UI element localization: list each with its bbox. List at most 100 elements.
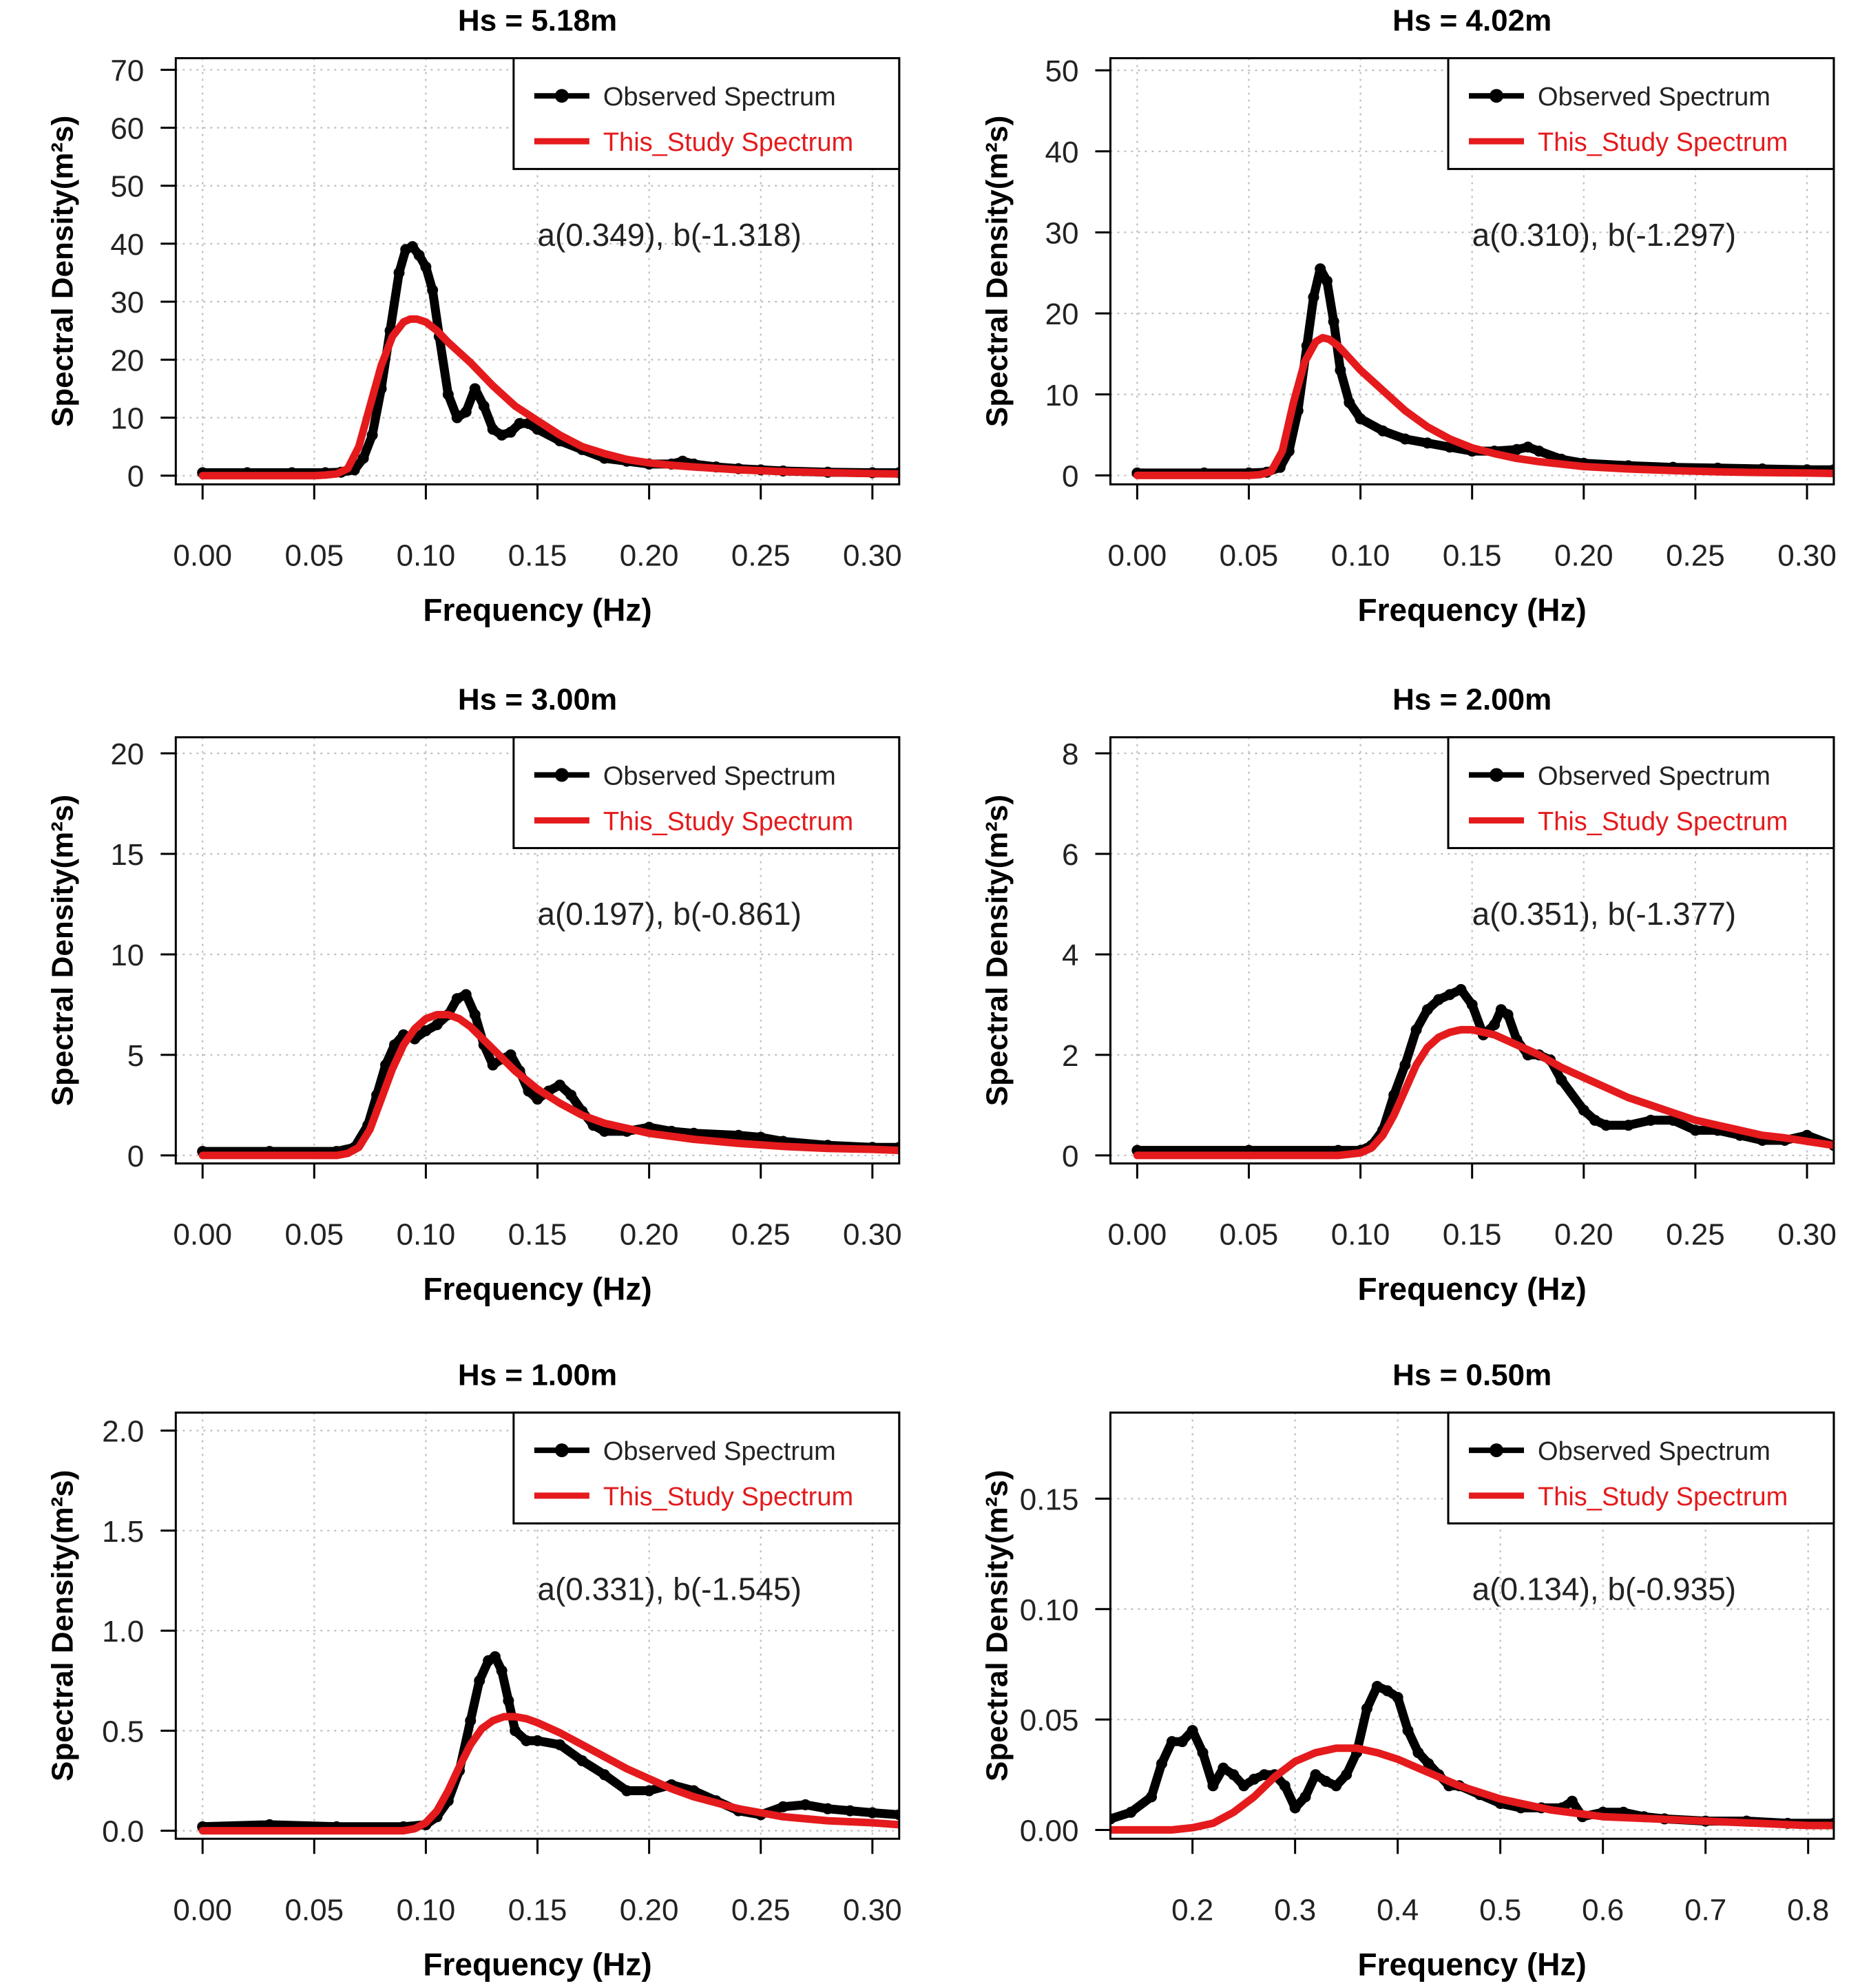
chart-title: Hs = 3.00m: [458, 683, 617, 717]
x-tick-label: 0.30: [843, 538, 902, 572]
observed-spectrum-point: [460, 989, 472, 1001]
observed-spectrum-point: [1187, 1725, 1198, 1737]
observed-spectrum-line: [1110, 1682, 1834, 1828]
y-tick-label: 10: [110, 939, 144, 972]
x-tick-label: 0.00: [173, 538, 232, 572]
x-tick-label: 0.10: [1331, 1218, 1390, 1252]
legend-study-label: This_Study Spectrum: [1538, 807, 1788, 836]
chart-title: Hs = 1.00m: [458, 1358, 617, 1392]
observed-spectrum-line: [198, 1652, 899, 1832]
observed-spectrum-point: [1502, 1009, 1514, 1021]
plot-area: [1110, 1681, 1834, 1834]
x-tick-label: 0.2: [1171, 1893, 1213, 1927]
y-tick-label: 0: [1062, 1140, 1078, 1173]
y-tick-label: 40: [1045, 136, 1078, 169]
x-axis-label: Frequency (Hz): [423, 592, 651, 627]
y-tick-label: 1.5: [102, 1515, 144, 1549]
observed-spectrum-point: [1197, 1747, 1209, 1759]
y-tick-label: 0: [127, 460, 144, 494]
legend-observed-marker: [554, 768, 569, 782]
observed-spectrum-point: [1622, 1120, 1634, 1131]
y-tick-label: 15: [110, 838, 144, 872]
legend: Observed Spectrum This_Study Spectrum: [1447, 736, 1835, 850]
x-axis-label: Frequency (Hz): [423, 1271, 651, 1307]
legend: Observed Spectrum This_Study Spectrum: [512, 1411, 901, 1525]
fit-parameters-annotation: a(0.134), b(-0.935): [1472, 1571, 1737, 1607]
legend-observed-label: Observed Spectrum: [1538, 1437, 1770, 1466]
observed-spectrum-point: [487, 423, 499, 435]
observed-spectrum-point: [413, 249, 425, 261]
observed-spectrum-point: [1689, 1124, 1701, 1136]
observed-spectrum-point: [380, 1059, 392, 1071]
observed-spectrum-point: [420, 1025, 432, 1036]
plot-area: [197, 1651, 899, 1835]
x-axis-label: Frequency (Hz): [1358, 1946, 1587, 1982]
observed-spectrum-point: [451, 412, 463, 423]
x-tick-label: 0.00: [173, 1893, 232, 1927]
observed-spectrum-point: [1176, 1736, 1188, 1748]
x-tick-label: 0.05: [284, 1893, 344, 1927]
observed-spectrum-point: [1600, 1120, 1612, 1131]
legend-box: [1447, 736, 1835, 850]
observed-spectrum-point: [554, 1739, 565, 1750]
observed-spectrum-point: [1556, 1074, 1567, 1086]
fit-parameters-annotation: a(0.310), b(-1.297): [1472, 217, 1737, 253]
x-tick-label: 0.10: [1331, 538, 1390, 572]
chart-title: Hs = 2.00m: [1392, 683, 1552, 717]
x-tick-label: 0.15: [508, 1218, 567, 1252]
observed-spectrum-point: [469, 1009, 481, 1021]
plot-area: [197, 241, 899, 480]
observed-spectrum-line: [1132, 264, 1834, 478]
y-tick-label: 0: [1062, 459, 1078, 493]
legend: Observed Spectrum This_Study Spectrum: [1447, 1411, 1835, 1525]
fit-parameters-annotation: a(0.349), b(-1.318): [537, 217, 802, 253]
x-tick-label: 0.25: [1666, 538, 1725, 572]
observed-spectrum-point: [1444, 989, 1456, 1001]
x-tick-label: 0.7: [1684, 1893, 1726, 1927]
chart-title: Hs = 5.18m: [458, 3, 617, 37]
legend-study-label: This_Study Spectrum: [1538, 1483, 1788, 1511]
observed-spectrum-point: [1328, 315, 1339, 327]
fit-parameters-annotation: a(0.351), b(-1.377): [1472, 896, 1737, 932]
legend-observed-marker: [1490, 768, 1504, 782]
observed-spectrum-point: [1388, 1089, 1400, 1101]
observed-spectrum-point: [1207, 1780, 1219, 1792]
x-axis-label: Frequency (Hz): [1358, 592, 1587, 627]
observed-spectrum-point: [598, 1769, 610, 1781]
observed-spectrum-point: [510, 1725, 521, 1737]
x-tick-label: 0.15: [508, 1893, 567, 1927]
y-axis-label: Spectral Density(m²s): [980, 795, 1014, 1106]
observed-spectrum-point: [1228, 1769, 1240, 1781]
observed-spectrum-point: [1381, 1685, 1393, 1697]
legend-observed-label: Observed Spectrum: [603, 1437, 836, 1466]
observed-spectrum-point: [465, 1715, 477, 1726]
observed-spectrum-point: [1320, 1775, 1332, 1787]
observed-spectrum-point: [469, 383, 481, 395]
x-tick-label: 0.00: [1108, 1218, 1167, 1252]
study-spectrum-line: [198, 1011, 899, 1160]
observed-spectrum-point: [1589, 1114, 1601, 1126]
observed-spectrum-line: [198, 990, 899, 1156]
observed-spectrum-point: [1299, 1791, 1311, 1803]
observed-spectrum-point: [1578, 1105, 1589, 1116]
study-spectrum-line: [1110, 1744, 1834, 1834]
observed-spectrum-point: [1566, 1795, 1578, 1807]
observed-spectrum-point: [514, 417, 525, 429]
observed-spectrum-point: [487, 1059, 499, 1071]
x-tick-label: 0.3: [1274, 1893, 1316, 1927]
observed-spectrum-point: [1279, 1780, 1291, 1792]
y-tick-label: 0.00: [1020, 1814, 1079, 1848]
observed-spectrum-point: [496, 429, 508, 441]
study-spectrum-line: [198, 315, 899, 480]
x-axis-label: Frequency (Hz): [1358, 1271, 1587, 1307]
x-tick-label: 0.5: [1479, 1893, 1521, 1927]
observed-spectrum-point: [1421, 437, 1433, 449]
x-axis-label: Frequency (Hz): [423, 1946, 651, 1982]
y-tick-label: 50: [1045, 54, 1078, 88]
observed-spectrum-point: [1238, 1780, 1250, 1792]
x-tick-label: 0.30: [843, 1218, 902, 1252]
observed-spectrum-point: [1218, 1762, 1229, 1774]
legend-observed-label: Observed Spectrum: [1538, 762, 1770, 791]
y-tick-label: 20: [1045, 297, 1078, 331]
